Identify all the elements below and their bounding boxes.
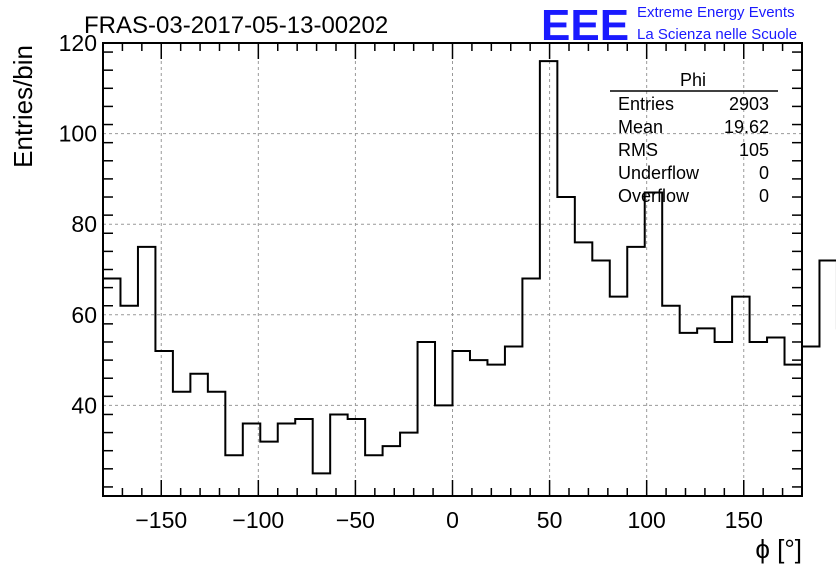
axis-ticks — [102, 43, 803, 496]
x-tick-label: 0 — [446, 507, 459, 533]
logo-line1: Extreme Energy Events — [637, 4, 795, 21]
grid-lines — [103, 42, 802, 496]
x-axis-label: ϕ [°] — [755, 534, 802, 564]
x-tick-label: −50 — [336, 507, 375, 533]
eee-logo: EEE Extreme Energy Events La Scienza nel… — [541, 1, 797, 50]
y-tick-label: 120 — [59, 30, 97, 56]
stats-title: Phi — [680, 70, 706, 90]
stats-label-mean: Mean — [618, 117, 663, 137]
x-tick-label: −100 — [232, 507, 284, 533]
stats-value-mean: 19.62 — [724, 117, 769, 137]
stats-label-entries: Entries — [618, 94, 674, 114]
x-tick-labels: −150 −100 −50 0 50 100 150 — [135, 507, 763, 533]
stats-value-rms: 105 — [739, 140, 769, 160]
y-tick-labels: 40 60 80 100 120 — [59, 30, 97, 418]
x-tick-label: −150 — [135, 507, 187, 533]
y-tick-label: 40 — [71, 392, 97, 418]
y-axis-label: Entries/bin — [8, 45, 38, 168]
y-tick-label: 100 — [59, 121, 97, 147]
x-tick-label: 150 — [725, 507, 763, 533]
y-tick-label: 60 — [71, 302, 97, 328]
stats-value-underflow: 0 — [759, 163, 769, 183]
stats-value-overflow: 0 — [759, 186, 769, 206]
stats-value-entries: 2903 — [729, 94, 769, 114]
logo-line2: La Scienza nelle Scuole — [637, 26, 797, 43]
y-tick-label: 80 — [71, 211, 97, 237]
histogram-line — [103, 60, 836, 475]
stats-label-underflow: Underflow — [618, 163, 700, 183]
stats-label-overflow: Overflow — [618, 186, 690, 206]
stats-box: Phi Entries 2903 Mean 19.62 RMS 105 Unde… — [610, 70, 778, 206]
stats-label-rms: RMS — [618, 140, 658, 160]
x-tick-label: 50 — [537, 507, 563, 533]
logo-mark: EEE — [541, 1, 629, 50]
chart-title: FRAS-03-2017-05-13-00202 — [84, 12, 388, 39]
x-tick-label: 100 — [627, 507, 665, 533]
